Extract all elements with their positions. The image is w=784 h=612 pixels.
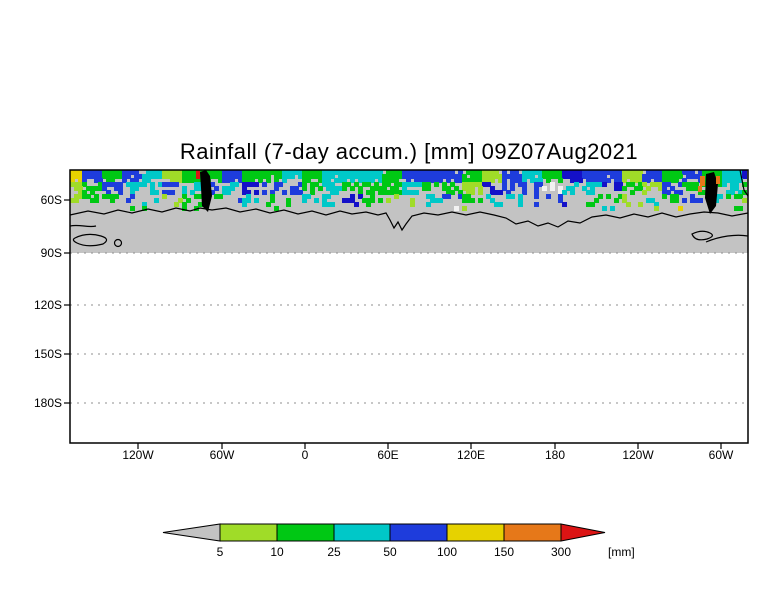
- lon-label-120e: 120E: [456, 448, 486, 462]
- lat-label-60s: 60S: [40, 193, 62, 207]
- lat-label-150s: 150S: [33, 347, 62, 361]
- colorbar-label-10: 10: [270, 545, 284, 559]
- lat-label-180s: 180S: [33, 396, 62, 410]
- colorbar-label-150: 150: [493, 545, 515, 559]
- rainfall-fill-field: [70, 170, 747, 211]
- lon-label-180: 180: [544, 448, 566, 462]
- lat-label-120s: 120S: [33, 298, 62, 312]
- colorbar-seg-150-300: [503, 523, 562, 542]
- lat-label-90s: 90S: [40, 246, 62, 260]
- colorbar-label-5: 5: [216, 545, 224, 559]
- lon-label-60w-a: 60W: [209, 448, 235, 462]
- colorbar-label-100: 100: [436, 545, 458, 559]
- lon-label-0: 0: [301, 448, 309, 462]
- plot-border: [69, 169, 749, 444]
- lon-label-60e: 60E: [377, 448, 399, 462]
- antarctic-coastline: [69, 169, 749, 248]
- colorbar-seg-10-25: [276, 523, 335, 542]
- colorbar-seg-5-10: [219, 523, 278, 542]
- axis-ticks: [64, 199, 722, 449]
- chart-title: Rainfall (7-day accum.) [mm] 09Z07Aug202…: [179, 139, 639, 164]
- colorbar-seg-100-150: [446, 523, 505, 542]
- colorbar-seg-50-100: [389, 523, 448, 542]
- lon-label-60w-b: 60W: [708, 448, 734, 462]
- colorbar-seg-25-50: [333, 523, 391, 542]
- colorbar-label-50: 50: [383, 545, 397, 559]
- colorbar: [162, 523, 606, 542]
- colorbar-arrow-above-300: [560, 523, 606, 542]
- lon-label-120w-a: 120W: [122, 448, 154, 462]
- peninsula-and-extreme-rain-accents: [196, 170, 720, 214]
- colorbar-label-300: 300: [550, 545, 572, 559]
- colorbar-arrow-below-5: [162, 523, 221, 542]
- latitude-gridlines: [70, 252, 748, 404]
- colorbar-label-25: 25: [327, 545, 341, 559]
- colorbar-unit-label: [mm]: [608, 545, 635, 559]
- lon-label-120w-b: 120W: [622, 448, 654, 462]
